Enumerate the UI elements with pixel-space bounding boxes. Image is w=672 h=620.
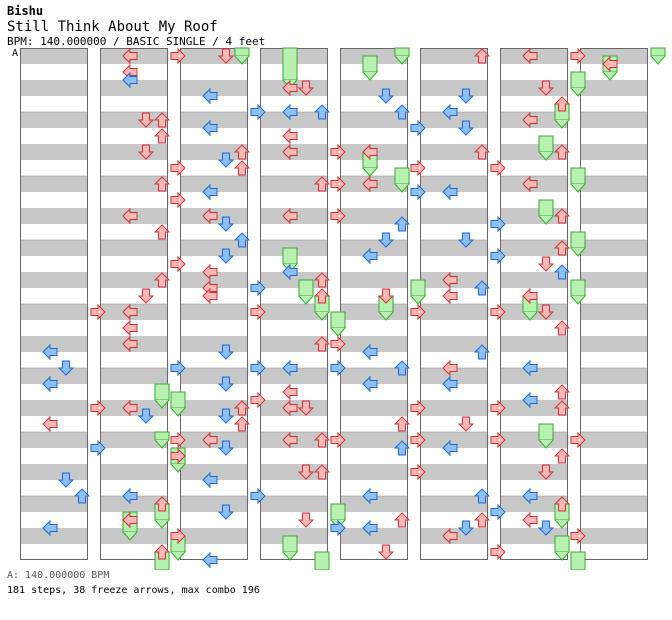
freeze-arrow [554, 535, 570, 561]
footer-bpm: A: 140.000000 BPM [7, 570, 110, 581]
chart-column [580, 48, 648, 560]
artist-name: Bishu [7, 4, 44, 18]
freeze-arrow [570, 551, 586, 570]
freeze-arrow [570, 167, 586, 193]
freeze-arrow [282, 535, 298, 561]
chart-column [180, 48, 248, 560]
chart-column [500, 48, 568, 560]
freeze-arrow [410, 279, 426, 305]
chart-column [340, 48, 408, 560]
freeze-arrow [362, 55, 378, 81]
bpm-marker: A [12, 48, 19, 59]
freeze-arrow [170, 391, 186, 417]
freeze-arrow [570, 231, 586, 257]
freeze-arrow [298, 279, 314, 305]
freeze-arrow [394, 167, 410, 193]
freeze-arrow [154, 431, 170, 449]
chart-column [420, 48, 488, 560]
chart-column [20, 48, 88, 560]
step-chart [20, 47, 666, 570]
freeze-arrow [570, 279, 586, 305]
freeze-arrow [314, 551, 330, 570]
chart-column [100, 48, 168, 560]
song-title: Still Think About My Roof [7, 19, 218, 35]
freeze-arrow [538, 199, 554, 225]
footer-stats: 181 steps, 38 freeze arrows, max combo 1… [7, 585, 260, 596]
freeze-arrow [234, 47, 250, 65]
freeze-arrow [538, 423, 554, 449]
chart-info: BPM: 140.000000 / BASIC SINGLE / 4 feet [7, 35, 266, 48]
freeze-arrow [330, 311, 346, 337]
freeze-arrow [538, 135, 554, 161]
freeze-arrow [154, 383, 170, 409]
freeze-arrow [394, 47, 410, 65]
freeze-arrow [650, 47, 666, 65]
freeze-arrow [570, 71, 586, 97]
